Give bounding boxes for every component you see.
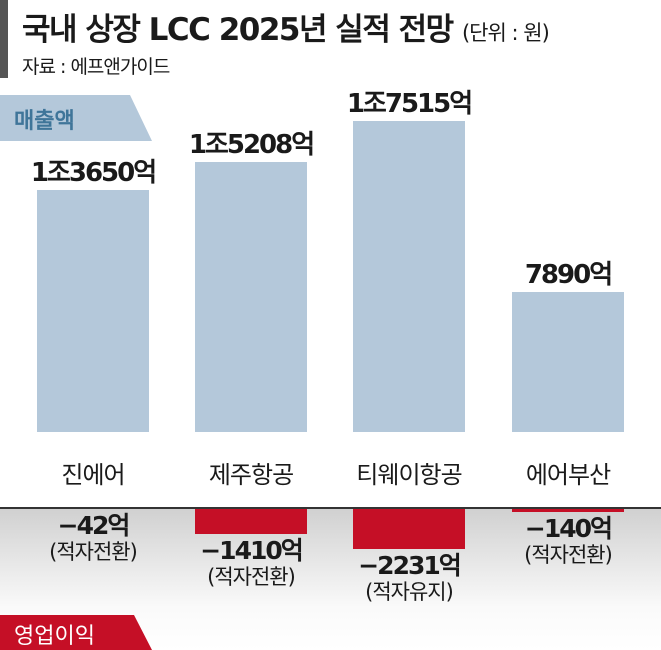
revenue-bar: [353, 121, 465, 432]
category-label: 에어부산: [525, 461, 611, 489]
chart-title: 국내 상장 LCC 2025년 실적 전망 (단위 : 원): [22, 12, 550, 48]
title-accent: [0, 0, 8, 78]
operating-profit-label: −140억 (적자전환): [488, 513, 648, 568]
source-note: 자료 : 에프앤가이드: [22, 56, 170, 78]
revenue-label: 7890억: [524, 259, 613, 290]
operating-profit-label: −2231억 (적자유지): [329, 553, 489, 605]
operating-profit-bar: [512, 509, 624, 512]
operating-profit-legend-badge: 영업이익: [0, 615, 152, 650]
operating-profit-bar: [353, 509, 465, 549]
category-label: 티웨이항공: [356, 461, 462, 489]
revenue-label: 1조5208억: [188, 129, 315, 160]
operating-profit-value: −2231억: [358, 551, 462, 580]
operating-profit-value: −1410억: [200, 536, 304, 566]
revenue-label: 1조3650억: [30, 157, 157, 188]
operating-profit-value: −140억: [524, 513, 613, 543]
unit-label: (단위 : 원): [461, 21, 550, 45]
revenue-label: 1조7515억: [346, 89, 473, 119]
operating-profit-label: −1410억 (적자전환): [171, 538, 331, 590]
operating-profit-note: (적자유지): [365, 580, 454, 604]
zero-axis: [0, 507, 661, 509]
revenue-bar: [195, 161, 307, 432]
revenue-bar: [37, 189, 149, 432]
revenue-bar: [512, 291, 624, 432]
operating-profit-label: −42억 (적자전환): [13, 513, 173, 565]
operating-profit-note: (적자전환): [49, 540, 138, 564]
operating-profit-value: −42억: [57, 511, 131, 540]
revenue-legend-badge: 매출액: [0, 95, 152, 141]
operating-profit-note: (적자전환): [207, 565, 296, 590]
operating-profit-bar: [195, 509, 307, 535]
category-label: 진에어: [61, 461, 125, 489]
operating-profit-note: (적자전환): [524, 542, 613, 567]
category-label: 제주항공: [208, 461, 294, 489]
